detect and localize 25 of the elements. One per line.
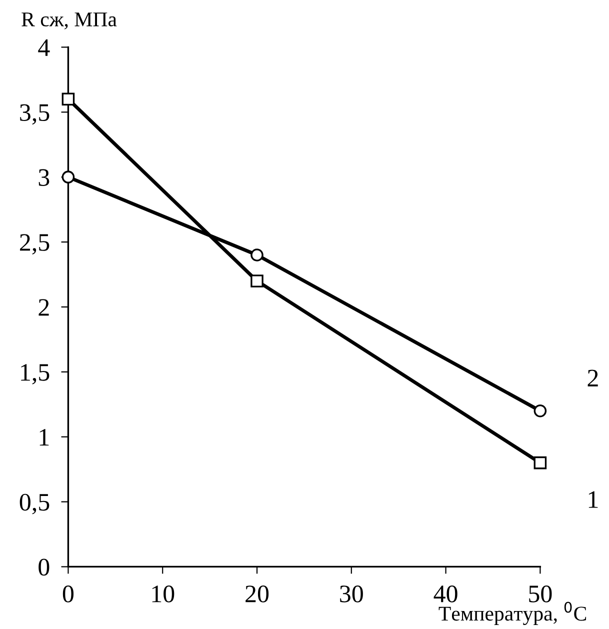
x-tick-label: 20 (246, 586, 269, 602)
point (62, 170, 75, 184)
y-tick-label: 0,5 (20, 494, 50, 514)
x-tick-label: 30 (340, 586, 363, 602)
y-tick-label: 3 (38, 169, 50, 186)
y-axis-title: R сж, МПа (22, 12, 117, 30)
x-axis-title: Температура, $^{0}$C (438, 602, 586, 626)
point (250, 274, 264, 288)
y-tick-label: 0 (38, 558, 50, 576)
point (534, 456, 547, 470)
point (250, 248, 264, 262)
series-label: 2 (588, 370, 598, 386)
x-tick-label: 0 (62, 586, 74, 602)
x-tick-label: 40 (434, 586, 458, 602)
y-tick-label: 1,5 (21, 364, 50, 384)
y-tick-label: 2 (38, 299, 49, 316)
series-label: 1 (588, 491, 598, 508)
x-tick-label: 10 (152, 586, 174, 602)
y-tick-label: 1 (40, 429, 49, 446)
point (62, 92, 75, 106)
y-tick-label: 4 (38, 39, 50, 56)
point (534, 404, 547, 418)
y-tick-label: 3,5 (20, 104, 50, 125)
y-tick-label: 2,5 (20, 234, 50, 255)
x-tick-label: 50 (529, 586, 552, 602)
